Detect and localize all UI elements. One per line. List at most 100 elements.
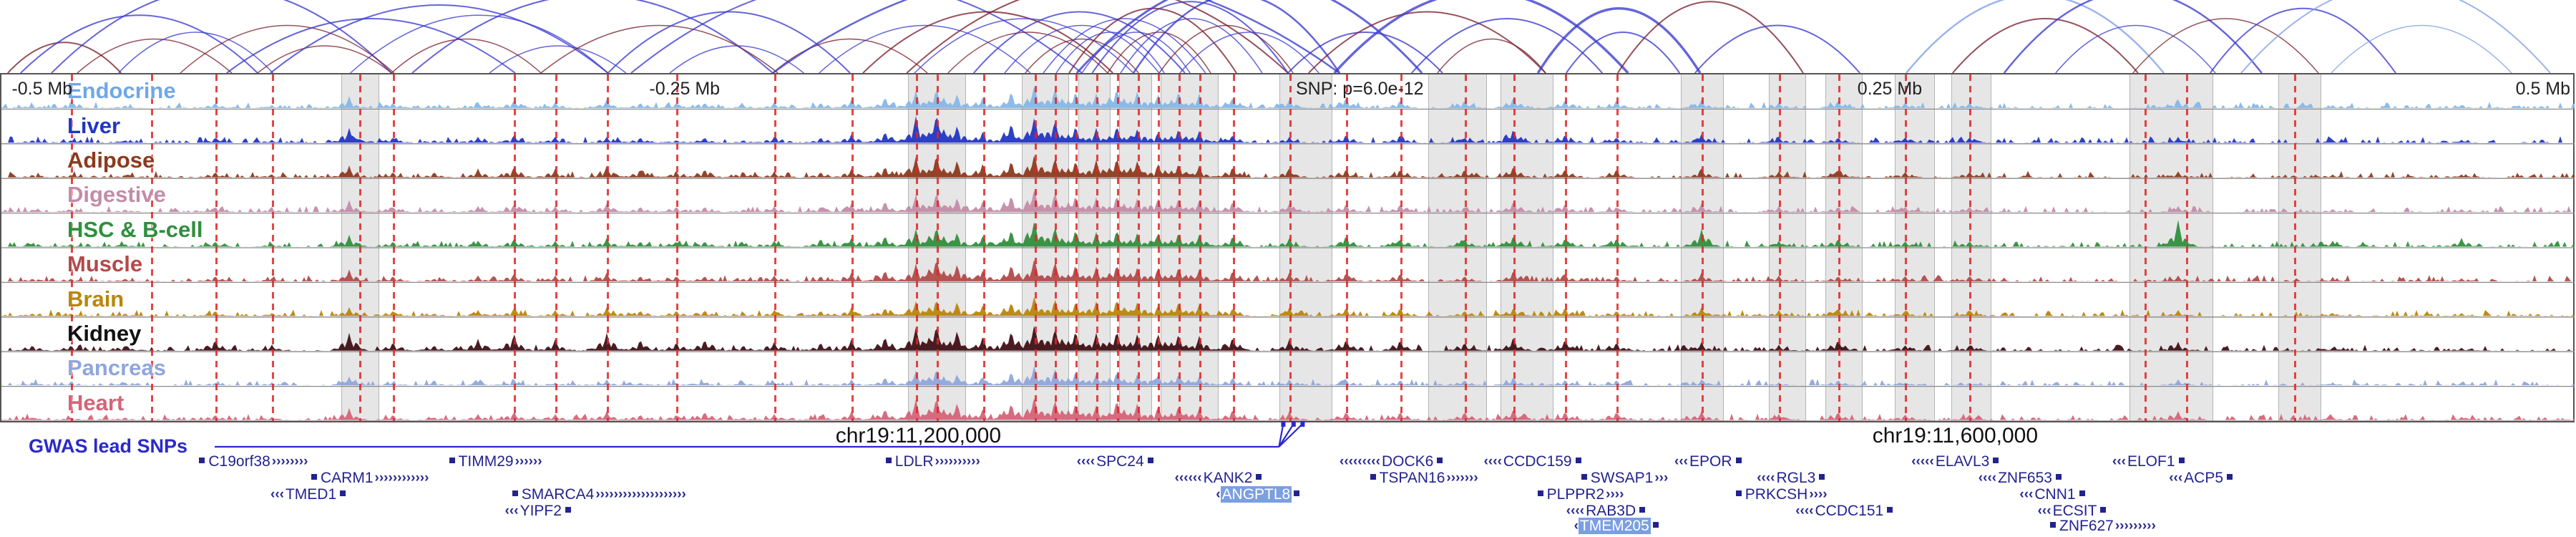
gene-carm1: CARM1 ››››››››››››	[309, 470, 429, 486]
chromatin-interaction-arc	[118, 32, 274, 73]
chromatin-interaction-arc	[1158, 24, 1294, 73]
gene-name-label: EPOR	[1689, 453, 1732, 470]
snp-dashed-line	[1346, 74, 1349, 421]
exon-box-icon	[1575, 458, 1581, 463]
snp-dashed-line	[2294, 74, 2296, 421]
snp-dashed-line	[2145, 74, 2147, 421]
gene-epor: ‹‹‹EPOR	[1674, 454, 1744, 470]
gene-name-label: SWSAP1	[1590, 470, 1654, 486]
gwas-connector	[1278, 423, 1304, 448]
strand-forward-arrows-icon: ››››››››››››	[374, 470, 429, 485]
gene-name-label: CCDC151	[1815, 503, 1884, 519]
signal-track-pancreas	[1, 366, 2575, 386]
snp-dashed-line	[1096, 74, 1098, 421]
signal-tracks-panel: Endocrine Liver Adipose Digestive HSC & B-ce…	[0, 73, 2575, 422]
snp-dashed-line	[676, 74, 679, 421]
strand-reverse-arrows-icon: ‹	[1574, 518, 1579, 533]
strand-reverse-arrows-icon: ‹‹‹‹	[1978, 470, 1997, 485]
gene-elavl3: ‹‹‹‹‹ELAVL3	[1911, 454, 2001, 470]
strand-forward-arrows-icon: ››››	[1809, 487, 1828, 502]
exon-box-icon	[2100, 507, 2107, 513]
snp-dashed-line	[1158, 74, 1161, 421]
chromatin-interaction-arc	[1120, 18, 1263, 73]
gene-name-label: RGL3	[1776, 470, 1816, 486]
exon-box-icon	[2227, 474, 2233, 480]
strand-forward-arrows-icon: ››››››››››››››››››››	[595, 487, 686, 502]
exon-box-icon	[1294, 490, 1300, 496]
exon-box-icon	[2079, 490, 2085, 496]
chromatin-interaction-arc	[350, 14, 609, 73]
chromatin-interaction-arc	[1616, 1, 1804, 73]
snp-dashed-line	[514, 74, 517, 421]
strand-forward-arrows-icon: ›››››››	[1446, 470, 1478, 485]
scale-tick-label: -0.25 Mb	[649, 79, 721, 99]
strand-reverse-arrows-icon: ‹	[1216, 487, 1221, 502]
gene-name-label: ECSIT	[2052, 503, 2097, 519]
snp-dashed-line	[607, 74, 609, 421]
snp-pvalue-label: SNP: p=6.0e-12	[1296, 79, 1424, 99]
gene-name-label: ELOF1	[2127, 453, 2175, 470]
snp-dashed-line	[1838, 74, 1840, 421]
exon-box-icon	[199, 458, 205, 463]
exon-box-icon	[565, 507, 571, 513]
chromatin-interaction-arc	[2003, 0, 2263, 73]
signal-track-brain	[1, 297, 2575, 316]
chromatin-interaction-arc	[914, 18, 1134, 73]
exon-box-icon	[2050, 522, 2056, 528]
snp-dashed-line	[1289, 74, 1292, 421]
gene-c19orf38: C19orf38 ››››››››	[197, 454, 308, 470]
chromatin-interaction-arc	[257, 45, 392, 73]
chromatin-interaction-arc	[1179, 32, 1319, 73]
chromatin-interaction-arc	[20, 14, 258, 73]
gene-name-label: TMEM205	[1578, 518, 1651, 534]
chromatin-interaction-arc	[1055, 32, 1165, 73]
chromatin-interaction-arc	[1081, 32, 1191, 73]
chromatin-interaction-arc	[1411, 18, 1603, 73]
strand-forward-arrows-icon: ›››››››››	[2114, 518, 2156, 533]
chromatin-interaction-arc	[1565, 32, 1681, 73]
gene-tspan16: TSPAN16 ›››››››	[1368, 470, 1478, 486]
chromatin-interaction-arc	[1091, 1, 1289, 73]
chromatin-interaction-arc	[772, 38, 928, 73]
gene-name-label: ACP5	[2184, 470, 2224, 486]
chromatin-interaction-arc	[540, 24, 779, 73]
chromatin-interaction-arc	[2132, 18, 2319, 73]
snp-dashed-line	[1232, 74, 1235, 421]
track-label-digestive: Digestive	[67, 182, 166, 208]
snp-dashed-line	[1905, 74, 1908, 421]
gene-name-label: PRKCSH	[1745, 486, 1808, 503]
gene-kank2: ‹‹‹‹‹‹KANK2	[1175, 470, 1264, 486]
strand-reverse-arrows-icon: ‹‹‹	[2019, 487, 2034, 502]
chromatin-interaction-arc	[1906, 0, 2165, 73]
snp-dashed-line	[1702, 74, 1704, 421]
gene-swsap1: SWSAP1 ›››	[1579, 470, 1668, 486]
exon-box-icon	[1735, 490, 1742, 496]
signal-track-muscle	[1, 259, 2575, 281]
track-label-kidney: Kidney	[67, 321, 142, 346]
signal-track-digestive	[1, 190, 2575, 213]
strand-reverse-arrows-icon: ‹‹‹‹	[1566, 503, 1585, 518]
track-label-hsc-b-cell: HSC & B-cell	[67, 216, 203, 242]
snp-dashed-line	[1199, 74, 1201, 421]
chromatin-interaction-arc	[906, 0, 1289, 73]
strand-forward-arrows-icon: ››››››	[514, 454, 542, 469]
chromatin-interaction-arc	[973, 11, 1186, 73]
gene-ecsit: ‹‹‹ECSIT	[2038, 503, 2109, 519]
gene-rgl3: ‹‹‹‹RGL3	[1757, 470, 1827, 486]
scale-tick-label: -0.5 Mb	[11, 79, 73, 99]
exon-box-icon	[1652, 522, 1659, 528]
chromatin-interaction-arc	[1075, 0, 1423, 73]
track-label-muscle: Muscle	[67, 251, 143, 277]
exon-box-icon	[1370, 474, 1376, 480]
strand-reverse-arrows-icon: ‹‹‹‹	[1483, 454, 1502, 469]
snp-dashed-line	[272, 74, 274, 421]
chromatin-interaction-arc	[1952, 18, 2139, 73]
gene-name-label: TSPAN16	[1379, 470, 1445, 486]
chromatin-interaction-arc	[2055, 24, 2216, 73]
chromatin-interaction-arc	[7, 42, 122, 73]
snp-dashed-line	[1779, 74, 1781, 421]
gene-name-label: DOCK6	[1381, 453, 1434, 470]
lead-snp-marker	[1300, 421, 1305, 427]
gwas-lead-snps-label: GWAS lead SNPs	[29, 435, 188, 457]
